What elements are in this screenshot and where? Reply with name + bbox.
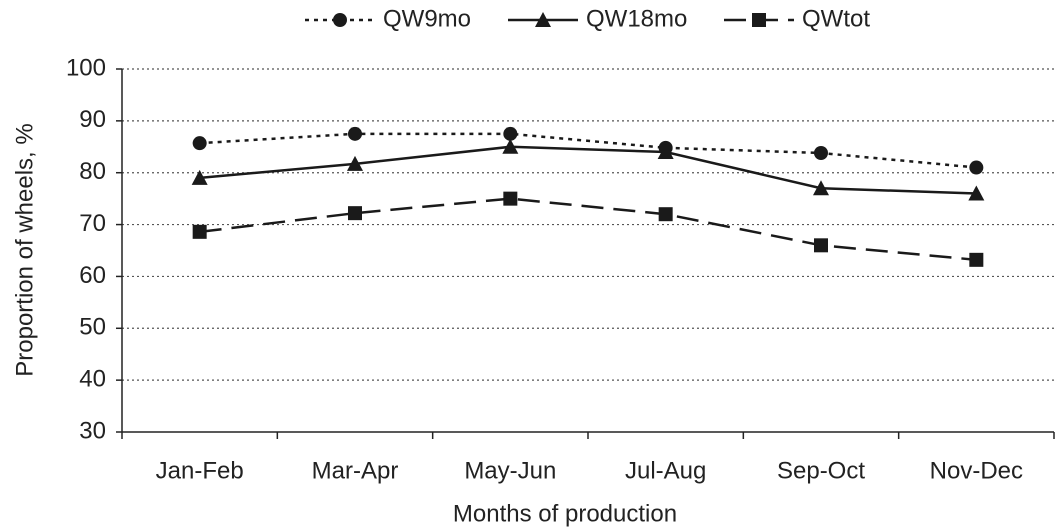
legend-label: QW9mo bbox=[383, 5, 471, 32]
point bbox=[814, 146, 828, 161]
point bbox=[192, 224, 207, 239]
y-tick-label: 50 bbox=[79, 314, 106, 341]
series-line bbox=[199, 145, 977, 195]
legend-marker bbox=[752, 13, 766, 27]
point bbox=[813, 180, 829, 196]
y-axis-title: Proportion of wheels, % bbox=[11, 123, 38, 376]
point bbox=[657, 143, 674, 159]
x-tick-label: Nov-Dec bbox=[930, 457, 1023, 484]
legend-label: QWtot bbox=[802, 5, 870, 32]
y-tick-label: 30 bbox=[79, 417, 106, 444]
point bbox=[503, 126, 518, 141]
x-tick-label: Mar-Apr bbox=[312, 457, 399, 484]
x-tick-label: Sep-Oct bbox=[777, 457, 865, 484]
legend-marker bbox=[333, 13, 347, 27]
y-tick-label: 100 bbox=[66, 54, 106, 81]
x-tick-label: May-Jun bbox=[464, 457, 556, 484]
point bbox=[348, 126, 362, 141]
point bbox=[814, 238, 828, 253]
point bbox=[192, 136, 207, 151]
point bbox=[502, 138, 519, 154]
x-tick-label: Jul-Aug bbox=[625, 457, 706, 484]
point bbox=[969, 160, 984, 175]
point bbox=[347, 155, 363, 171]
x-tick-label: Jan-Feb bbox=[156, 457, 244, 484]
y-tick-label: 80 bbox=[79, 158, 106, 185]
legend-marker bbox=[535, 12, 551, 27]
legend-label: QW18mo bbox=[586, 5, 687, 32]
point bbox=[968, 185, 985, 201]
y-tick-label: 70 bbox=[79, 210, 106, 237]
x-axis-title: Months of production bbox=[453, 500, 677, 527]
point bbox=[348, 206, 362, 221]
y-tick-label: 40 bbox=[79, 365, 106, 392]
y-tick-label: 90 bbox=[79, 106, 106, 133]
y-tick-label: 60 bbox=[79, 262, 106, 289]
point bbox=[503, 191, 518, 206]
point bbox=[191, 169, 208, 185]
series-line bbox=[199, 197, 977, 262]
point bbox=[658, 207, 673, 222]
series-line bbox=[199, 132, 977, 169]
point bbox=[969, 252, 984, 267]
